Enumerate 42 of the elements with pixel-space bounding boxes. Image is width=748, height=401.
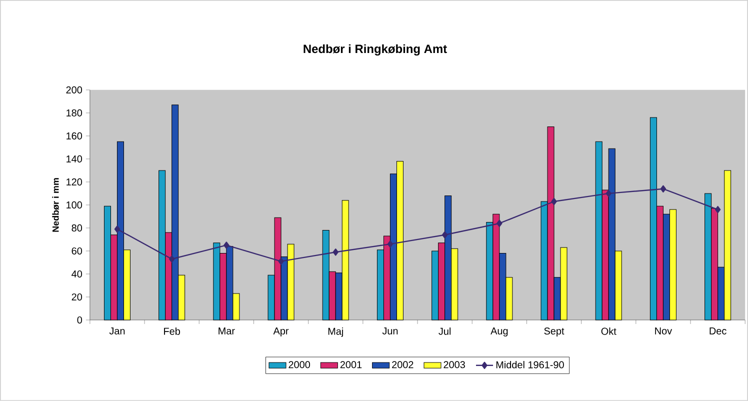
x-tick-label: Aug [490,328,508,336]
point [714,206,721,214]
y-tick-label: 120 [66,178,82,186]
y-tick-label: 200 [66,86,82,94]
x-tick-label: Mar [218,328,235,335]
y-tick-label: 0 [77,316,82,324]
y-tick-label: 160 [66,132,82,140]
legend-label: 2003 [444,361,465,368]
point [660,185,666,192]
point [551,198,557,206]
x-tick-label: Nov [655,328,672,335]
x-tick-label: Dec [710,328,726,335]
legend-label: Middel 1961-90 [496,361,564,368]
y-tick-label: 180 [66,109,82,116]
y-axis-title: Nedbør i mm [52,178,59,232]
y-tick-label: 40 [72,270,82,278]
y-tick-label: 140 [66,155,82,163]
x-tick-label: Feb [164,328,180,335]
legend-label: 2002 [392,361,414,368]
y-tick-label: 60 [72,247,82,255]
x-tick-label: Jul [438,328,451,335]
x-tick-label: Okt [601,328,616,335]
chart-title: Nedbør i Ringkøbing Amt [304,44,447,56]
y-tick-label: 100 [66,201,82,209]
point [496,220,502,228]
point [168,255,175,263]
x-tick-label: Apr [273,328,289,336]
point [332,248,338,256]
x-tick-label: Jan [109,328,125,335]
legend-label: 2000 [288,361,310,368]
x-tick-label: Sept [544,328,564,337]
point [114,226,120,233]
legend-label: 2001 [340,361,362,368]
point [387,240,394,248]
point [606,190,612,198]
x-tick-label: Maj [328,328,343,337]
y-tick-label: 20 [72,294,82,301]
point [278,258,284,265]
point [442,231,448,239]
x-tick-label: Jun [382,328,398,335]
point [224,242,230,249]
y-tick-label: 80 [72,224,82,232]
